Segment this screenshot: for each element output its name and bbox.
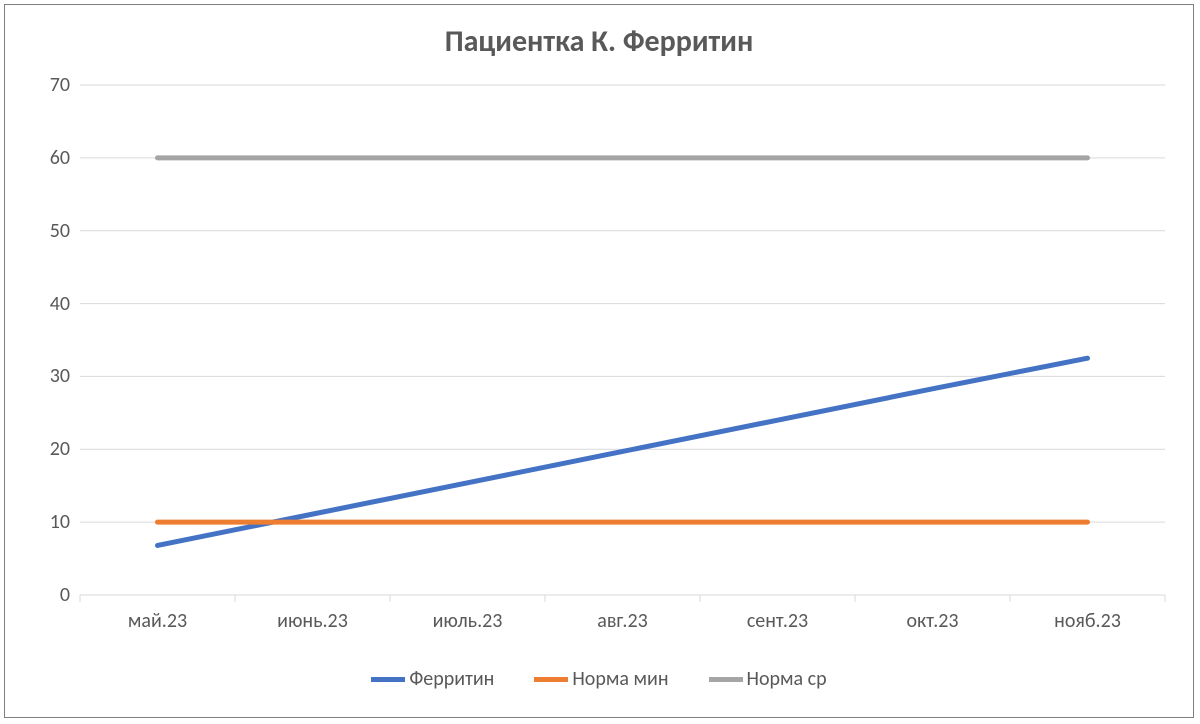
legend-label: Норма мин [572,667,668,691]
y-tick-label: 40 [50,292,80,316]
legend-item: Норма ср [709,667,827,691]
x-tick-label: май.23 [128,595,187,633]
chart-frame: Пациентка К. Ферритин 010203040506070май… [4,4,1194,718]
legend-item: Норма мин [534,667,668,691]
x-tick-label: июль.23 [433,595,503,633]
y-tick-label: 30 [50,364,80,388]
y-tick-label: 0 [60,583,80,607]
y-tick-label: 10 [50,510,80,534]
chart-title: Пациентка К. Ферритин [5,23,1193,60]
y-tick-label: 50 [50,219,80,243]
legend-swatch [371,677,405,682]
y-tick-label: 60 [50,146,80,170]
x-tick-label: июнь.23 [277,595,348,633]
series-line [158,358,1088,545]
x-tick-label: авг.23 [597,595,648,633]
y-tick-label: 70 [50,73,80,97]
x-tick-label: нояб.23 [1054,595,1121,633]
legend-label: Ферритин [409,667,494,691]
legend: Ферритин Норма мин Норма ср [5,667,1193,691]
legend-label: Норма ср [747,667,827,691]
plot-svg [80,85,1165,595]
legend-item: Ферритин [371,667,494,691]
legend-swatch [709,677,743,682]
legend-swatch [534,677,568,682]
x-tick-label: сент.23 [747,595,808,633]
x-tick-label: окт.23 [906,595,958,633]
y-tick-label: 20 [50,437,80,461]
plot-area: 010203040506070май.23июнь.23июль.23авг.2… [80,85,1165,595]
